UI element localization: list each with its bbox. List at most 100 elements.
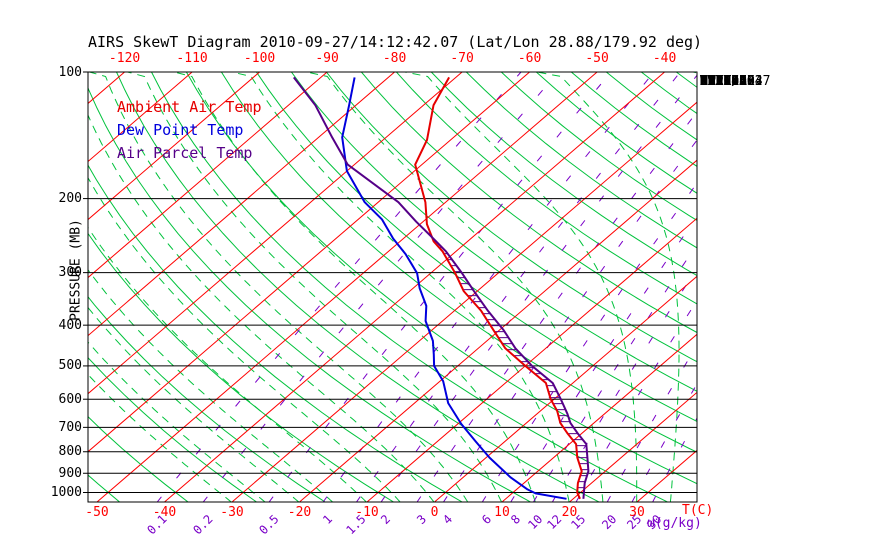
- parcel-curve: [293, 76, 590, 499]
- dry-adiabat-line: [88, 295, 326, 502]
- panel-line: -WIND-: [700, 74, 747, 89]
- panel-line: TT:37.6: [700, 74, 755, 89]
- dry-adiabat-line: [88, 86, 532, 502]
- legend-ambient-temp: Ambient Air Temp: [117, 98, 262, 116]
- isotherm-line: [88, 72, 395, 337]
- top-temp-tick-label: -40: [652, 51, 677, 66]
- isotherm-line: [164, 72, 665, 502]
- isotherm-line: [569, 391, 697, 502]
- top-temp-tick-label: -70: [450, 51, 474, 66]
- panel-line: LCL:1004: [700, 74, 763, 89]
- dewpoint-curve: [341, 77, 567, 500]
- panel-line: CAP:0.0: [700, 74, 755, 89]
- moist-adiabat-line: [88, 114, 435, 502]
- top-temp-tick-label: -80: [382, 51, 407, 66]
- dry-adiabat-line: [465, 72, 697, 249]
- mixing-ratio-line: [380, 74, 697, 502]
- bottom-temp-tick-label: -50: [85, 505, 109, 520]
- mixing-ratio-line: [156, 72, 522, 502]
- isotherm-line: [88, 72, 125, 105]
- panel-line: -PARCEL-: [700, 74, 763, 89]
- panel-line: MPL:168: [700, 74, 755, 89]
- dry-adiabat-line: [500, 72, 697, 221]
- panel-line: MW:N/A: [700, 74, 747, 89]
- top-temp-tick-label: -50: [585, 51, 609, 66]
- panel-line: LCL:1004: [700, 74, 763, 89]
- bottom-temp-tick-label: 30: [629, 505, 645, 520]
- panel-line: NOT: [700, 74, 724, 89]
- top-temp-tick-label: -60: [517, 51, 542, 66]
- moist-adiabat-line: [88, 176, 401, 502]
- dry-adiabat-line: [88, 164, 463, 502]
- panel-line: EL:245: [700, 74, 747, 89]
- pressure-tick-label: 400: [58, 317, 82, 333]
- panel-line: EI:0.2: [700, 74, 747, 89]
- dry-adiabat-line: [605, 72, 697, 141]
- moist-adiabat-line: [88, 341, 266, 502]
- legend-air-parcel: Air Parcel Temp: [117, 144, 253, 162]
- panel-line: TH:5463: [700, 74, 755, 89]
- panel-line: PW:29.33: [700, 74, 763, 89]
- isotherm-line: [88, 72, 463, 395]
- panel-line: AVAIL: [700, 74, 740, 89]
- dry-adiabat-line: [88, 474, 121, 502]
- dry-adiabat-line: [430, 72, 697, 277]
- pressure-tick-label: 300: [58, 265, 82, 281]
- bottom-temp-tick-label: 20: [561, 505, 578, 520]
- mixing-ratio-line: [416, 111, 697, 502]
- legend-dew-point: Dew Point Temp: [117, 121, 244, 139]
- dry-adiabat-line: [88, 232, 395, 502]
- mixing-ratio-line: [355, 72, 681, 502]
- isotherm-line: [434, 275, 697, 502]
- chart-title: AIRS SkewT Diagram 2010-09-27/14:12:42.0…: [88, 33, 703, 51]
- dry-adiabat-line: [88, 415, 189, 502]
- mixing-ratio-line: [481, 182, 697, 502]
- panel-line: CAPE:462: [700, 74, 763, 89]
- dry-adiabat-line: [535, 72, 697, 194]
- dry-adiabat-line: [220, 72, 697, 453]
- panel-line: LFC:980: [700, 74, 755, 89]
- isotherm-line: [231, 101, 697, 502]
- pressure-tick-label: 800: [58, 444, 82, 460]
- isotherm-line: [0, 72, 57, 502]
- moist-adiabat-line: [738, 72, 824, 502]
- dry-adiabat-line: [151, 72, 669, 502]
- temp-unit-label: T(C): [682, 503, 714, 518]
- bottom-temp-tick-label: -30: [220, 505, 244, 520]
- pressure-tick-label: 700: [58, 419, 82, 435]
- panel-line: LI:-1.0: [700, 74, 755, 89]
- dry-adiabat-line: [116, 72, 600, 502]
- panel-line: SI:6.2: [700, 74, 747, 89]
- dry-adiabat-line: [255, 72, 697, 422]
- bottom-temp-tick-label: 0: [430, 505, 439, 520]
- bottom-temp-tick-label: -40: [152, 505, 177, 520]
- panel-line: WB0:674: [700, 74, 755, 89]
- pressure-tick-label: 600: [58, 391, 82, 407]
- bottom-temp-tick-label: -10: [355, 505, 379, 520]
- panel-line: CINH:1: [700, 74, 747, 89]
- isotherm-line: [88, 72, 260, 221]
- moist-adiabat-line: [404, 72, 638, 502]
- isotherm-line: [366, 217, 697, 502]
- mixing-ratio-line: [606, 344, 697, 502]
- panel-line: SW:N/A: [700, 74, 747, 89]
- moist-adiabat-line: [693, 72, 697, 74]
- isotherm-line: [88, 72, 530, 453]
- mixing-ratio-line: [510, 215, 697, 502]
- moist-adiabat-line: [231, 72, 570, 502]
- dry-adiabat-line: [676, 72, 697, 88]
- panel-line: RH:51.3: [700, 74, 755, 89]
- top-temp-tick-label: -110: [176, 51, 208, 66]
- bottom-temp-tick-label: 10: [494, 505, 510, 520]
- ambient-temp-curve: [414, 76, 583, 500]
- isotherm-line: [636, 449, 697, 502]
- top-temp-tick-label: -90: [315, 51, 339, 66]
- legend: Ambient Air Temp Dew Point Temp Air Parc…: [117, 96, 262, 165]
- mixing-ratio-line: [322, 72, 655, 502]
- moist-adiabat-line: [306, 72, 604, 502]
- pressure-tick-label: 100: [58, 64, 82, 80]
- panel-line: KI:288: [700, 74, 747, 89]
- isotherm-line: [88, 72, 193, 163]
